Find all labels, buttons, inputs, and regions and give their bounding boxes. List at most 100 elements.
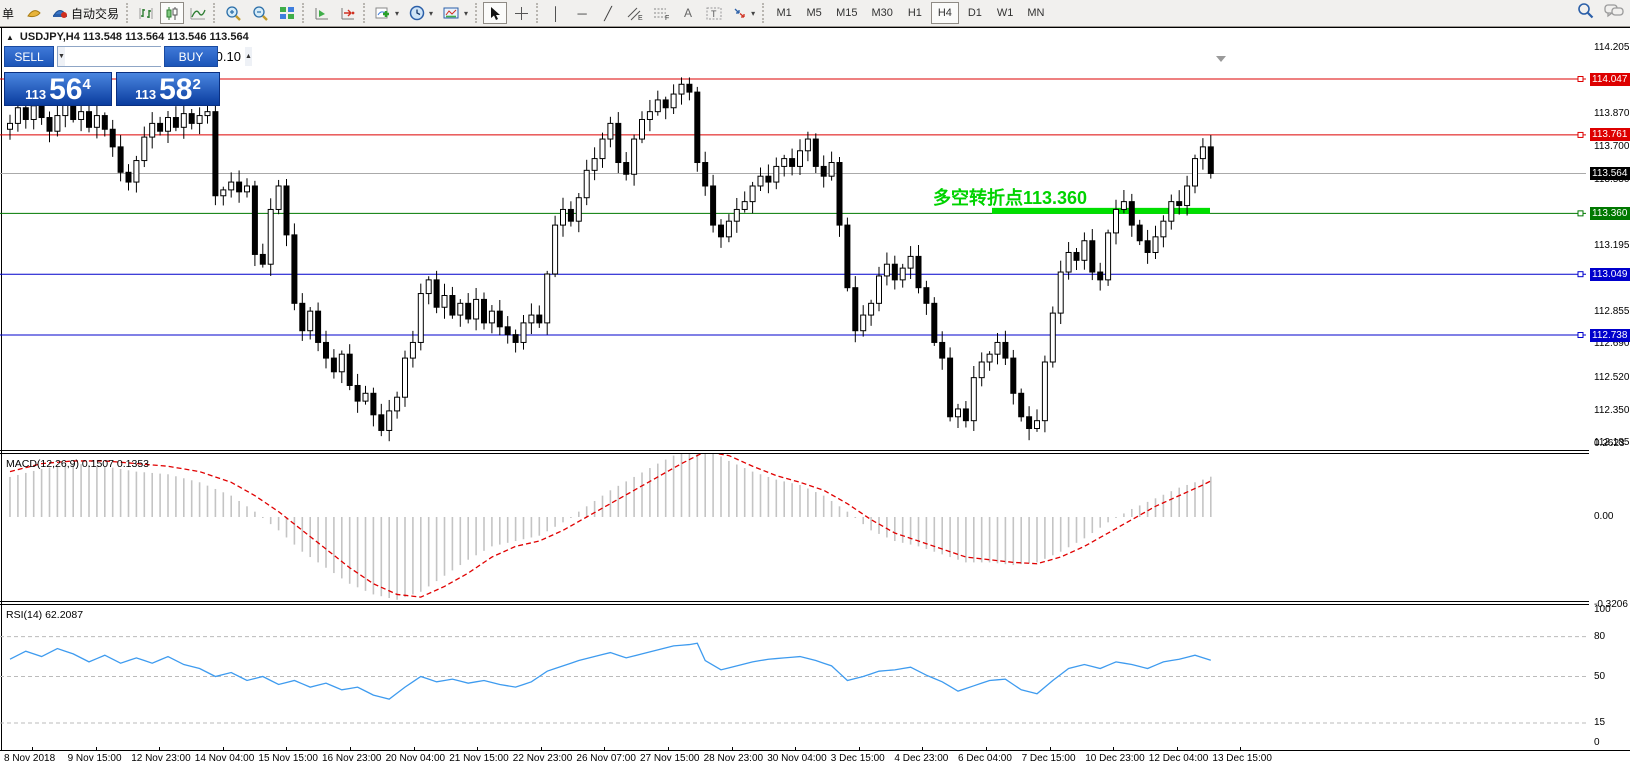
toolbar-separator — [213, 3, 218, 23]
equidistant-channel-button[interactable]: E — [622, 2, 647, 24]
vertical-line-button[interactable]: │ — [544, 2, 568, 24]
time-tick — [159, 747, 161, 751]
volume-decrease-button[interactable]: ▼ — [58, 47, 65, 66]
horizontal-line-button[interactable]: ─ — [570, 2, 594, 24]
timeframe-button-D1[interactable]: D1 — [967, 7, 982, 19]
rsi-pane[interactable] — [0, 605, 1589, 750]
line-anchor-handle[interactable] — [1577, 332, 1584, 339]
cursor-button[interactable] — [483, 2, 508, 24]
separator-price-macd-2[interactable] — [0, 453, 1630, 454]
chart-shift-button[interactable] — [336, 2, 360, 24]
autotrading-label: 自动交易 — [71, 6, 120, 21]
line-anchor-handle[interactable] — [1577, 76, 1584, 82]
time-axis[interactable]: 8 Nov 2018 9 Nov 15:00 12 Nov 23:00 14 Nov … — [0, 747, 1630, 771]
time-label: 28 Nov 23:00 — [703, 753, 764, 764]
price-tick-label: 112.520 — [1594, 371, 1630, 383]
metaeditor-button[interactable] — [22, 2, 46, 24]
time-label: 16 Nov 23:00 — [322, 753, 382, 764]
rsi-axis-50: 50 — [1594, 670, 1606, 682]
timeframe-button-M30[interactable]: M30 — [871, 7, 893, 19]
line-anchor-handle[interactable] — [1577, 271, 1584, 278]
sell-button[interactable]: SELL — [4, 46, 54, 67]
macd-pane[interactable] — [0, 454, 1589, 601]
zoom-out-icon — [252, 5, 269, 21]
collapse-triangle-icon[interactable]: ▲ — [6, 32, 14, 42]
crosshair-button[interactable] — [509, 2, 533, 24]
timeframe-button-W1[interactable]: W1 — [996, 7, 1014, 19]
price-tick-label: 112.185 — [1594, 437, 1630, 449]
price-axis[interactable]: 114.205113.870113.700113.530113.195113.0… — [1589, 28, 1630, 750]
time-label: 22 Nov 23:00 — [512, 753, 573, 764]
buy-quote[interactable]: 113 58 2 — [116, 72, 220, 106]
arrows-button[interactable]: ▾ — [728, 2, 759, 24]
templates-button[interactable]: ▾ — [439, 2, 472, 24]
candlestick-chart-button[interactable] — [160, 2, 185, 24]
zoom-out-button[interactable] — [248, 2, 273, 24]
rsi-label: RSI(14) 62.2087 — [6, 609, 84, 621]
dropdown-arrow-icon[interactable]: ▾ — [464, 8, 469, 18]
time-label: 3 Dec 15:00 — [830, 753, 885, 764]
timeframe-button-M15[interactable]: M15 — [836, 7, 858, 19]
buy-price-big: 58 — [159, 73, 193, 106]
chart-window: 114.205113.870113.700113.530113.195113.0… — [0, 27, 1630, 771]
tile-windows-button[interactable] — [275, 2, 299, 24]
fibonacci-button[interactable]: F — [649, 2, 674, 24]
text-label-button[interactable]: T — [702, 2, 726, 24]
toolbar-right — [1577, 0, 1624, 26]
sell-quote[interactable]: 113 56 4 — [4, 72, 112, 106]
pivot-annotation-text[interactable]: 多空转折点113.360 — [933, 188, 1088, 208]
time-tick — [1049, 747, 1051, 751]
dropdown-arrow-icon[interactable]: ▾ — [429, 8, 434, 18]
zoom-in-button[interactable] — [221, 2, 246, 24]
time-label: 13 Dec 15:00 — [1212, 753, 1272, 764]
sell-price-sup: 4 — [82, 76, 91, 93]
line-chart-button[interactable] — [186, 2, 210, 24]
timeframe-button-H1[interactable]: H1 — [907, 7, 922, 19]
frame-left — [1, 27, 2, 751]
dropdown-arrow-icon[interactable]: ▾ — [395, 8, 400, 18]
price-tick-label: 113.195 — [1594, 239, 1630, 251]
chart-shift-marker[interactable] — [1216, 56, 1226, 62]
bar-chart-button[interactable] — [134, 2, 158, 24]
time-tick — [540, 747, 542, 751]
equidistant-channel-icon: E — [626, 6, 643, 21]
line-chart-icon — [190, 6, 206, 21]
dropdown-arrow-icon[interactable]: ▾ — [751, 8, 756, 18]
time-tick — [604, 747, 606, 751]
time-tick — [1113, 747, 1115, 751]
rsi-axis-100: 100 — [1594, 604, 1611, 615]
trendline-button[interactable]: ╱ — [596, 2, 620, 24]
volume-increase-button[interactable]: ▲ — [244, 47, 252, 66]
time-tick — [413, 747, 415, 751]
bar-chart-icon — [138, 6, 154, 21]
text-button[interactable]: A — [676, 2, 700, 24]
timeframe-button-M5[interactable]: M5 — [806, 7, 822, 19]
periods-button[interactable]: ▾ — [405, 2, 437, 24]
rsi-axis-80: 80 — [1594, 630, 1606, 642]
price-tick-label: 113.700 — [1594, 140, 1630, 152]
separator-macd-rsi-2[interactable] — [0, 604, 1630, 605]
toolbar-separator — [536, 3, 541, 23]
indicators-button[interactable]: ▾ — [371, 2, 403, 24]
pivot-highlight-segment[interactable] — [992, 207, 1210, 214]
price-tick-label: 112.350 — [1594, 404, 1630, 416]
buy-button[interactable]: BUY — [164, 46, 218, 67]
toolbar: 单 自动交易 ▾ ▾ ▾ — [0, 0, 1630, 27]
auto-scroll-button[interactable] — [310, 2, 334, 24]
add-indicator-icon — [375, 6, 391, 21]
time-label: 6 Dec 04:00 — [958, 753, 1012, 764]
timeframe-button-M1[interactable]: M1 — [776, 7, 792, 19]
time-tick — [350, 747, 351, 751]
timeframe-button-MN[interactable]: MN — [1027, 7, 1045, 19]
line-anchor-handle[interactable] — [1577, 131, 1584, 138]
timeframe-button-H4[interactable]: H4 — [930, 2, 959, 24]
chat-icon[interactable] — [1604, 3, 1624, 24]
separator-macd-rsi-1 — [0, 601, 1630, 602]
line-anchor-handle[interactable] — [1577, 210, 1584, 217]
autotrading-button[interactable]: 自动交易 — [48, 2, 123, 24]
new-order-button[interactable]: 单 — [0, 2, 20, 24]
search-icon[interactable] — [1577, 2, 1594, 24]
price-pane[interactable] — [0, 28, 1589, 450]
price-tick-label: 112.855 — [1594, 306, 1630, 318]
